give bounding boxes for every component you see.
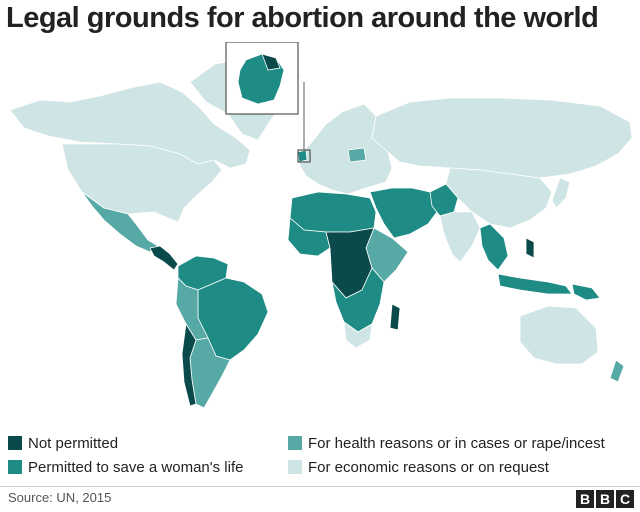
region-north-africa [289, 191, 377, 233]
region-japan [551, 177, 571, 209]
ireland-inset [225, 42, 311, 163]
region-madagascar [389, 303, 401, 331]
region-png [571, 283, 601, 301]
region-canada [9, 81, 251, 169]
legend-swatch-not-permitted [8, 436, 22, 450]
region-ireland [297, 149, 308, 163]
region-southeast-asia [479, 223, 509, 271]
bbc-logo-block-2: B [596, 490, 614, 508]
legend-swatch-health [288, 436, 302, 450]
region-india [439, 211, 481, 263]
bbc-logo: B B C [576, 490, 634, 508]
region-southern-africa [331, 267, 385, 333]
legend-swatch-on-request [288, 460, 302, 474]
region-south-africa [343, 321, 373, 349]
legend-label-save-life: Permitted to save a woman's life [28, 458, 244, 476]
legend-item-on-request: For economic reasons or on request [288, 456, 549, 478]
world-map [0, 42, 640, 420]
region-central-america [149, 245, 179, 271]
source-note: Source: UN, 2015 [8, 490, 112, 505]
legend-label-not-permitted: Not permitted [28, 434, 119, 452]
region-new-zealand [609, 359, 625, 383]
legend-item-save-life: Permitted to save a woman's life [8, 456, 243, 478]
region-philippines [525, 237, 535, 259]
legend: Not permitted Permitted to save a woman'… [0, 432, 640, 480]
legend-item-not-permitted: Not permitted [8, 432, 118, 454]
legend-label-health: For health reasons or in cases or rape/i… [308, 434, 605, 452]
region-australia [519, 305, 599, 365]
bbc-logo-block-3: C [616, 490, 634, 508]
region-indonesia [497, 273, 573, 295]
footer-divider [0, 486, 640, 487]
region-middle-east [369, 187, 441, 239]
region-northern-ireland-inset [261, 53, 281, 71]
region-europe [299, 103, 393, 195]
bbc-logo-block-1: B [576, 490, 594, 508]
region-poland [347, 147, 367, 163]
legend-label-on-request: For economic reasons or on request [308, 458, 549, 476]
legend-swatch-save-life [8, 460, 22, 474]
region-west-africa [287, 217, 331, 257]
world-map-svg [9, 42, 633, 409]
chart-title: Legal grounds for abortion around the wo… [6, 2, 599, 34]
legend-item-health: For health reasons or in cases or rape/i… [288, 432, 605, 454]
region-russia-north-asia [371, 97, 633, 179]
region-chile [181, 323, 197, 407]
